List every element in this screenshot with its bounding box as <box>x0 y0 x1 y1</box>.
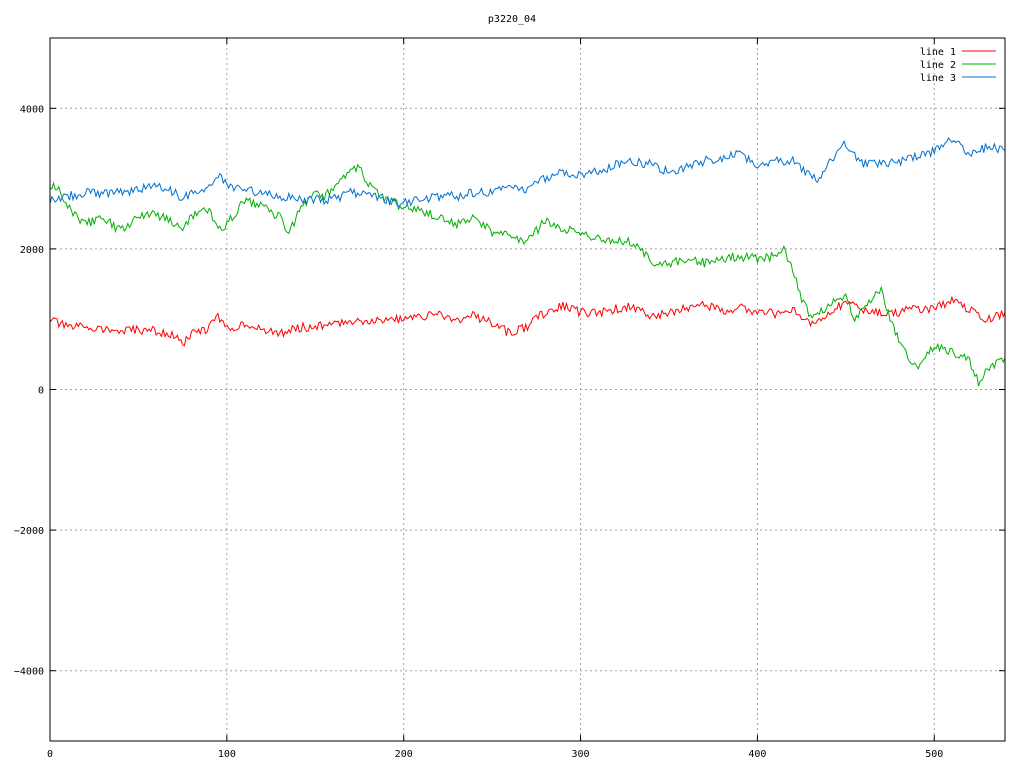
series-line-3 <box>49 136 1006 208</box>
x-tick-label: 0 <box>47 749 53 760</box>
x-tick-label: 400 <box>748 749 766 760</box>
legend-label: line 1 <box>920 47 956 58</box>
legend: line 1 line 2 line 3 <box>920 47 996 84</box>
axis-ticks: 0 100 200 300 400 500 −4000 −2000 0 2000 4000 <box>14 38 1005 760</box>
x-tick-label: 200 <box>395 749 413 760</box>
series-line-2 <box>49 163 1006 387</box>
y-tick-label: 0 <box>38 386 44 397</box>
legend-label: line 2 <box>920 60 956 71</box>
legend-label: line 3 <box>920 73 956 84</box>
y-tick-label: 4000 <box>20 104 44 115</box>
x-tick-label: 300 <box>572 749 590 760</box>
y-tick-label: 2000 <box>20 245 44 256</box>
x-tick-label: 100 <box>218 749 236 760</box>
series-line-1 <box>49 295 1006 347</box>
grid <box>50 38 1005 741</box>
x-tick-label: 500 <box>925 749 943 760</box>
y-tick-label: −2000 <box>14 526 44 537</box>
chart-title: p3220_04 <box>488 14 536 25</box>
y-tick-label: −4000 <box>14 667 44 678</box>
series-layer <box>49 136 1006 387</box>
